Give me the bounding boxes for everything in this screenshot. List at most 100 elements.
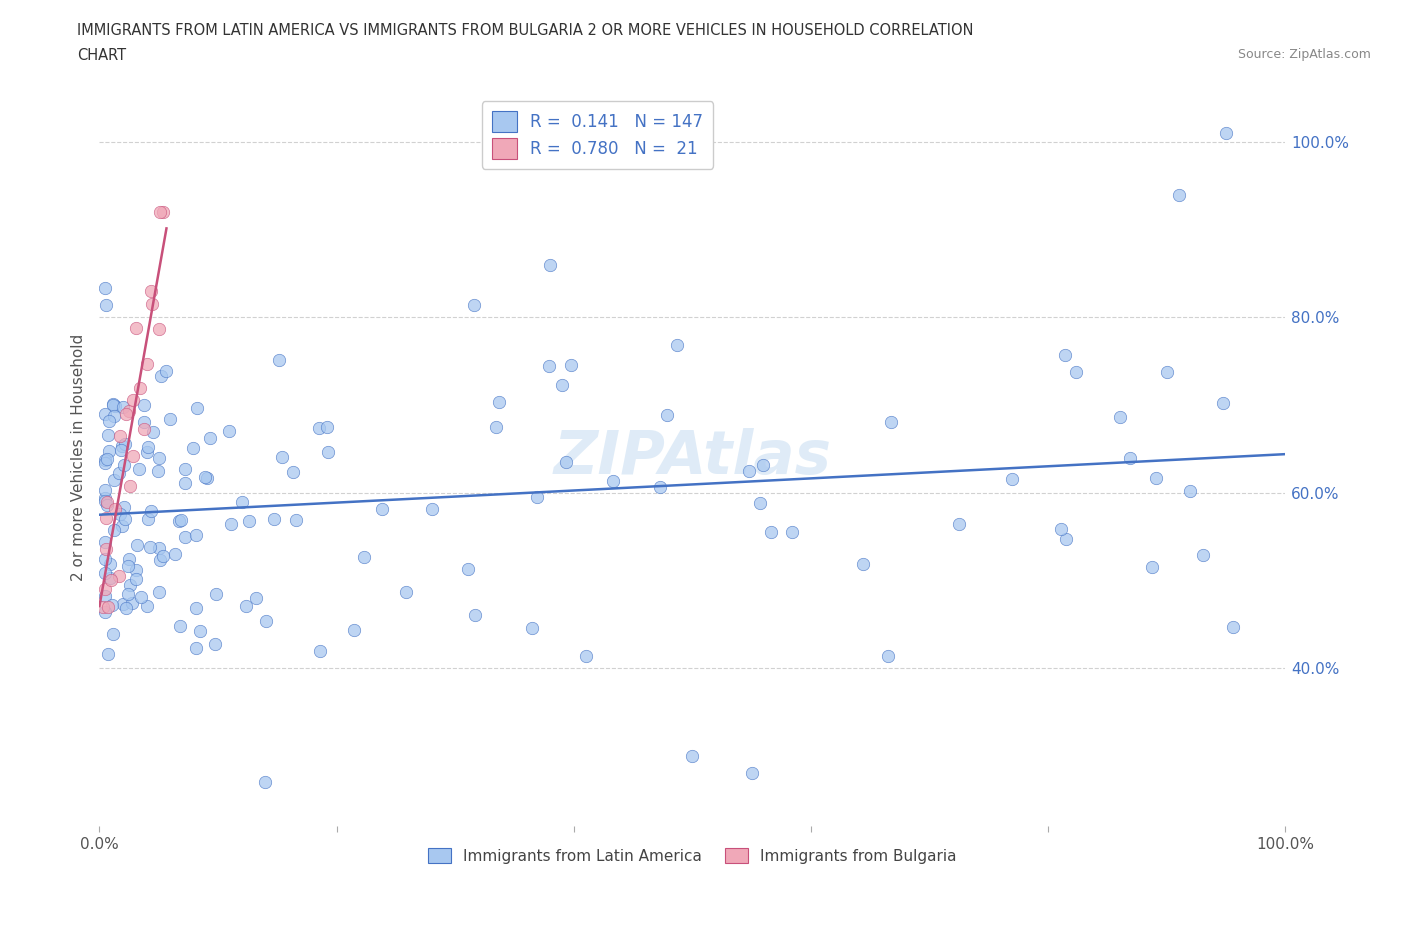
Point (205, 587, 228, 602)
Point (118, 404, 141, 418)
Point (238, 513, 260, 528)
Point (148, 584, 170, 599)
Point (1178, 484, 1201, 498)
Point (602, 473, 624, 488)
Point (195, 471, 218, 485)
Point (186, 401, 208, 416)
Point (150, 368, 173, 383)
Point (118, 578, 141, 592)
Point (464, 607, 486, 622)
Point (104, 398, 127, 413)
Point (134, 422, 156, 437)
Point (101, 627, 124, 642)
Point (173, 529, 195, 544)
Point (948, 516, 970, 531)
Point (117, 559, 139, 574)
Point (98, 414, 121, 429)
Point (526, 490, 548, 505)
Point (1192, 547, 1215, 562)
Point (751, 458, 773, 472)
Point (184, 527, 207, 542)
Point (271, 449, 294, 464)
Point (97, 599, 120, 614)
Point (245, 591, 267, 605)
Legend: Immigrants from Latin America, Immigrants from Bulgaria: Immigrants from Latin America, Immigrant… (422, 842, 963, 870)
Point (148, 541, 170, 556)
Point (96, 495, 118, 510)
Point (1050, 521, 1073, 536)
Point (155, 364, 177, 379)
Point (132, 415, 155, 430)
Point (94, 298, 117, 312)
Point (104, 501, 127, 516)
Text: CHART: CHART (77, 48, 127, 63)
Point (114, 406, 136, 421)
Point (108, 429, 131, 444)
Point (159, 411, 181, 426)
Point (112, 597, 135, 612)
Point (194, 470, 217, 485)
Point (148, 321, 170, 336)
Point (343, 622, 366, 637)
Point (136, 445, 159, 459)
Point (122, 448, 145, 463)
Point (309, 644, 332, 658)
Point (141, 297, 163, 312)
Point (371, 502, 394, 517)
Point (876, 648, 898, 663)
Point (100, 573, 122, 588)
Point (94, 588, 117, 603)
Point (96, 452, 118, 467)
Point (127, 537, 149, 551)
Point (170, 513, 193, 528)
Point (174, 475, 197, 490)
Point (97, 646, 120, 661)
Point (111, 519, 134, 534)
Point (181, 441, 204, 456)
Point (129, 590, 152, 604)
Point (136, 439, 159, 454)
Point (149, 552, 172, 567)
Point (146, 464, 169, 479)
Point (149, 205, 172, 219)
Point (148, 451, 170, 466)
Point (184, 640, 207, 655)
Point (125, 563, 148, 578)
Point (1156, 365, 1178, 379)
Point (112, 400, 135, 415)
Point (94, 535, 117, 550)
Point (100, 598, 122, 613)
Point (1222, 620, 1244, 635)
Point (93, 599, 115, 614)
Point (94, 406, 117, 421)
Point (560, 357, 582, 372)
Text: IMMIGRANTS FROM LATIN AMERICA VS IMMIGRANTS FROM BULGARIA 2 OR MORE VEHICLES IN : IMMIGRANTS FROM LATIN AMERICA VS IMMIGRA… (77, 23, 974, 38)
Point (97, 428, 120, 443)
Point (522, 620, 544, 635)
Point (128, 380, 150, 395)
Point (188, 624, 211, 639)
Point (136, 356, 159, 371)
Point (880, 415, 903, 430)
Point (120, 478, 142, 493)
Point (173, 462, 195, 477)
Point (124, 321, 146, 336)
Point (235, 599, 257, 614)
Point (485, 419, 508, 434)
Point (142, 425, 165, 440)
Point (108, 507, 131, 522)
Point (100, 557, 122, 572)
Point (112, 458, 135, 472)
Point (114, 437, 136, 452)
Point (308, 420, 330, 435)
Point (139, 539, 162, 554)
Point (420, 501, 443, 516)
Point (575, 649, 598, 664)
Point (395, 584, 418, 599)
Point (169, 618, 191, 633)
Point (114, 512, 136, 526)
Point (108, 466, 131, 481)
Point (139, 284, 162, 299)
Point (184, 601, 207, 616)
Text: ZIPAtlas: ZIPAtlas (554, 428, 831, 487)
